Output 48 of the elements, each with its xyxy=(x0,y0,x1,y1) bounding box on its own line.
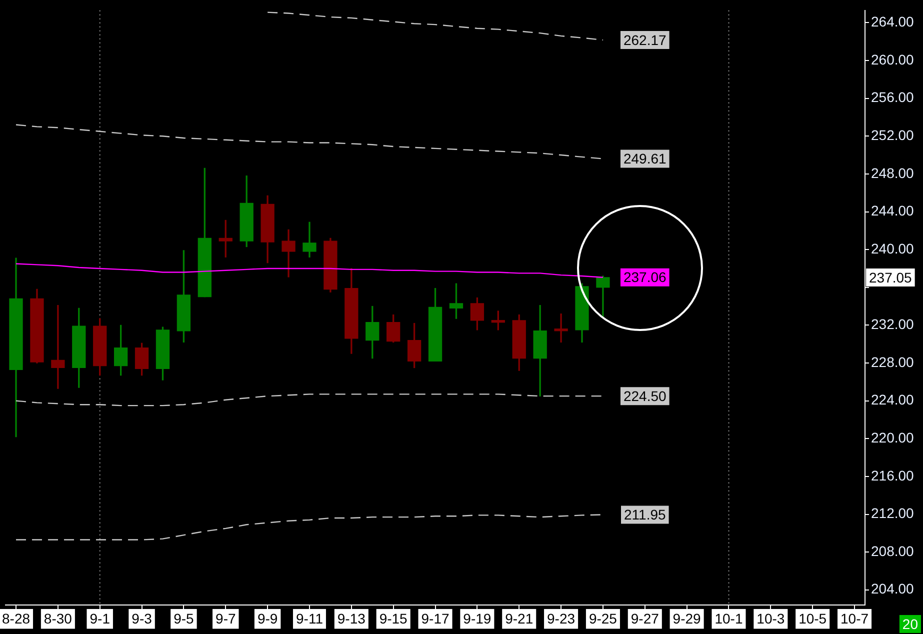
data-label: 224.50 xyxy=(623,388,667,404)
x-tick-label: 9-27 xyxy=(630,610,660,626)
data-label: 249.61 xyxy=(623,150,667,167)
x-tick-label: 9-19 xyxy=(463,610,492,626)
text: 237.05 xyxy=(869,269,912,286)
y-tick-label: 224.00 xyxy=(871,392,914,408)
x-tick-label: 10-7 xyxy=(840,610,869,626)
y-tick-label: 232.00 xyxy=(871,316,914,332)
x-tick-label: 9-3 xyxy=(132,610,152,626)
x-tick-label: 10-1 xyxy=(714,610,743,626)
y-tick-label: 220.00 xyxy=(871,429,914,446)
y-tick-label: 228.00 xyxy=(871,354,914,370)
y-tick-label: 204.00 xyxy=(871,580,914,597)
x-tick-label: 9-9 xyxy=(257,610,278,626)
y-tick-label: 252.00 xyxy=(871,126,914,143)
x-tick-label: 9-17 xyxy=(421,610,450,626)
data-label: 262.17 xyxy=(623,32,667,48)
x-tick-label: 9-1 xyxy=(90,610,110,626)
x-tick-label: 9-5 xyxy=(174,610,194,626)
x-tick-label: 9-7 xyxy=(216,610,236,626)
y-tick-label: 212.00 xyxy=(871,505,914,522)
line-series xyxy=(15,124,604,160)
data-label: 211.95 xyxy=(624,506,666,523)
y-tick-label: 244.00 xyxy=(871,202,914,219)
x-tick-label: 9-21 xyxy=(505,610,534,626)
x-tick-label: 9-25 xyxy=(588,610,618,626)
text: 20 xyxy=(902,616,918,632)
x-tick-label: 9-23 xyxy=(547,610,576,626)
y-tick-label: 216.00 xyxy=(871,467,914,484)
x-tick-label: 10-3 xyxy=(756,610,785,626)
x-tick-label: 10-5 xyxy=(798,610,827,626)
x-tick-label: 9-29 xyxy=(672,610,702,626)
line-series xyxy=(266,12,604,41)
x-tick-label: 9-11 xyxy=(296,610,324,626)
line-series xyxy=(15,394,604,406)
y-tick-label: 208.00 xyxy=(871,542,914,559)
x-tick-label: 8-30 xyxy=(44,610,72,626)
y-tick-label: 248.00 xyxy=(871,164,914,181)
y-tick-label: 260.00 xyxy=(871,51,914,68)
x-tick-label: 8-28 xyxy=(2,610,30,626)
x-tick-label: 9-15 xyxy=(379,610,408,626)
y-tick-label: 264.00 xyxy=(871,14,914,30)
y-tick-label: 240.00 xyxy=(871,240,914,256)
y-tick-label: 256.00 xyxy=(871,89,914,106)
candlestick xyxy=(554,314,568,343)
data-label: 237.06 xyxy=(623,269,667,286)
x-tick-label: 9-13 xyxy=(337,610,366,626)
candlestick xyxy=(51,305,65,389)
